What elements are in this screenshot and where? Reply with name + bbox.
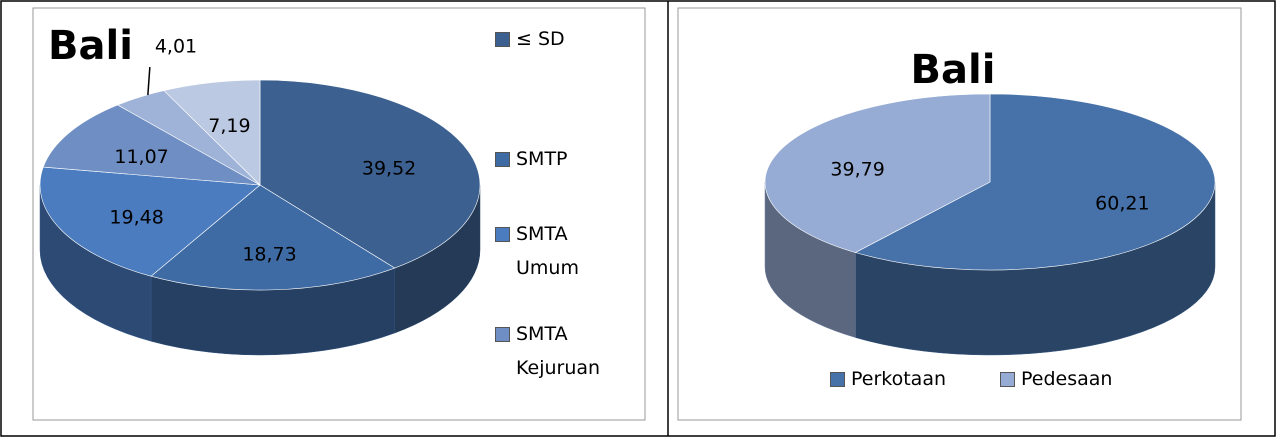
data-label: 18,73 bbox=[242, 243, 296, 265]
legend-swatch bbox=[830, 372, 845, 387]
legend-item: ≤ SD bbox=[495, 22, 615, 56]
data-label: 11,07 bbox=[114, 146, 168, 168]
legend-swatch bbox=[495, 327, 510, 342]
chart-title: Bali bbox=[911, 47, 996, 93]
pie-slice bbox=[259, 79, 481, 269]
pie-slice bbox=[854, 93, 1216, 271]
leader-line bbox=[147, 66, 151, 96]
legend-label: SMTA Umum bbox=[516, 223, 579, 279]
pie-slice bbox=[163, 79, 261, 186]
legend-item: Perkotaan bbox=[830, 362, 946, 396]
legend-swatch bbox=[495, 227, 510, 242]
legend-swatch bbox=[495, 152, 510, 167]
legend-label: Perkotaan bbox=[851, 368, 947, 390]
data-label: 39,79 bbox=[830, 158, 884, 180]
data-label: 60,21 bbox=[1095, 193, 1149, 215]
legend-item: SMTA Kejuruan bbox=[495, 317, 615, 385]
legend-label: SMTA Kejuruan bbox=[516, 323, 601, 379]
chart-frame bbox=[32, 7, 646, 421]
legend-swatch bbox=[1000, 372, 1015, 387]
pie-slice bbox=[764, 93, 991, 253]
legend-label: SMTP bbox=[516, 148, 568, 170]
legend-label: ≤ SD bbox=[516, 28, 565, 50]
chart-frame bbox=[677, 7, 1242, 421]
data-label: 4,01 bbox=[155, 36, 197, 58]
data-label: 7,19 bbox=[208, 115, 250, 137]
legend-item: SMTA Umum bbox=[495, 217, 615, 285]
legend-swatch bbox=[495, 32, 510, 47]
data-label: 19,48 bbox=[109, 206, 163, 228]
pie-slice bbox=[39, 166, 261, 277]
legend-label: Pedesaan bbox=[1021, 368, 1113, 390]
legend-item: Pedesaan bbox=[1000, 362, 1112, 396]
pie-slice bbox=[42, 104, 261, 186]
data-label: 39,52 bbox=[362, 157, 416, 179]
legend-item: SMTP bbox=[495, 142, 615, 176]
pie-slice bbox=[150, 184, 396, 291]
chart-title: Bali bbox=[48, 23, 133, 69]
